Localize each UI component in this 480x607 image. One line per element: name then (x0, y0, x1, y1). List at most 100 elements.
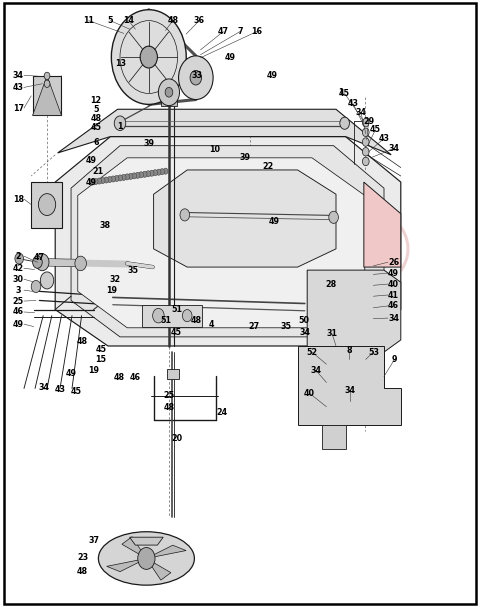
Circle shape (111, 176, 116, 182)
Text: 48: 48 (190, 316, 202, 325)
Circle shape (114, 116, 126, 131)
Circle shape (128, 174, 133, 180)
Text: 17: 17 (13, 104, 24, 112)
Text: 43: 43 (55, 385, 65, 394)
Text: 49: 49 (66, 370, 76, 378)
Circle shape (146, 171, 151, 177)
Text: 34: 34 (388, 314, 399, 322)
Polygon shape (161, 96, 177, 106)
Text: 46: 46 (388, 302, 399, 310)
Circle shape (100, 177, 105, 183)
Circle shape (114, 175, 119, 181)
Text: 5: 5 (108, 16, 113, 25)
Circle shape (118, 175, 122, 181)
Text: 47: 47 (218, 27, 228, 36)
Circle shape (44, 72, 50, 80)
Circle shape (33, 256, 42, 268)
Text: 48: 48 (77, 568, 88, 576)
Text: 43: 43 (13, 83, 24, 92)
Circle shape (153, 308, 164, 323)
Text: 34: 34 (39, 383, 49, 392)
Text: 3: 3 (15, 286, 21, 294)
Text: SPECIALISTS: SPECIALISTS (186, 249, 294, 263)
Text: 6: 6 (93, 138, 99, 147)
Text: 48: 48 (113, 373, 125, 382)
Circle shape (362, 138, 369, 146)
Circle shape (138, 548, 155, 569)
Ellipse shape (98, 532, 194, 585)
Circle shape (156, 169, 161, 175)
Circle shape (125, 174, 130, 180)
Polygon shape (55, 137, 401, 346)
Polygon shape (78, 158, 365, 328)
Text: 36: 36 (194, 16, 204, 25)
Text: 8: 8 (347, 347, 352, 355)
Text: 32: 32 (109, 275, 121, 283)
Text: 11: 11 (84, 16, 94, 25)
Circle shape (362, 157, 369, 166)
Circle shape (38, 194, 56, 215)
Text: 48: 48 (77, 337, 88, 345)
Text: 2: 2 (15, 252, 21, 260)
Text: 16: 16 (252, 27, 262, 36)
Circle shape (140, 46, 157, 68)
Text: 45: 45 (171, 328, 182, 337)
Text: 49: 49 (13, 320, 24, 328)
Text: 38: 38 (99, 222, 110, 230)
Polygon shape (307, 270, 401, 352)
Text: 37: 37 (88, 536, 99, 544)
Text: 40: 40 (304, 389, 315, 398)
Text: 29: 29 (363, 117, 374, 126)
Text: 5: 5 (93, 105, 99, 114)
Polygon shape (167, 369, 179, 379)
Text: 45: 45 (370, 126, 381, 134)
Text: 48: 48 (90, 114, 102, 123)
Text: 34: 34 (13, 71, 24, 80)
Text: 49: 49 (225, 53, 236, 62)
Circle shape (158, 79, 180, 106)
Text: 46: 46 (130, 373, 141, 382)
Text: 14: 14 (123, 16, 134, 25)
Circle shape (139, 172, 144, 178)
Text: 13: 13 (116, 59, 126, 67)
Text: 43: 43 (379, 134, 389, 143)
Text: 9: 9 (392, 355, 397, 364)
Text: 48: 48 (167, 16, 179, 25)
Circle shape (111, 10, 186, 104)
Polygon shape (142, 305, 202, 327)
Text: 41: 41 (388, 291, 399, 299)
Text: 52: 52 (306, 348, 318, 356)
Polygon shape (122, 537, 146, 558)
Text: 39: 39 (144, 139, 154, 148)
Circle shape (340, 117, 349, 129)
Text: 49: 49 (267, 72, 278, 80)
Text: 45: 45 (91, 123, 101, 132)
Circle shape (142, 171, 147, 177)
Circle shape (40, 272, 54, 289)
Circle shape (15, 253, 24, 264)
Polygon shape (33, 76, 61, 115)
Text: 7: 7 (237, 27, 243, 36)
Text: 50: 50 (298, 316, 309, 325)
Text: 47: 47 (34, 254, 45, 262)
Circle shape (362, 118, 369, 127)
Circle shape (97, 178, 102, 184)
Text: 22: 22 (262, 163, 274, 171)
Text: 25: 25 (12, 297, 24, 305)
Polygon shape (107, 558, 146, 572)
Circle shape (132, 173, 136, 179)
Polygon shape (322, 425, 346, 449)
Circle shape (362, 148, 369, 156)
Polygon shape (146, 545, 186, 558)
Text: 45: 45 (71, 387, 81, 396)
Polygon shape (154, 170, 336, 267)
Text: 23: 23 (77, 553, 88, 561)
Circle shape (362, 128, 369, 137)
Text: 19: 19 (88, 366, 99, 375)
Text: 27: 27 (249, 322, 260, 331)
Text: 15: 15 (96, 355, 106, 364)
Text: 48: 48 (163, 404, 175, 412)
Circle shape (190, 70, 202, 85)
Polygon shape (364, 182, 401, 267)
Text: 25: 25 (163, 392, 175, 400)
